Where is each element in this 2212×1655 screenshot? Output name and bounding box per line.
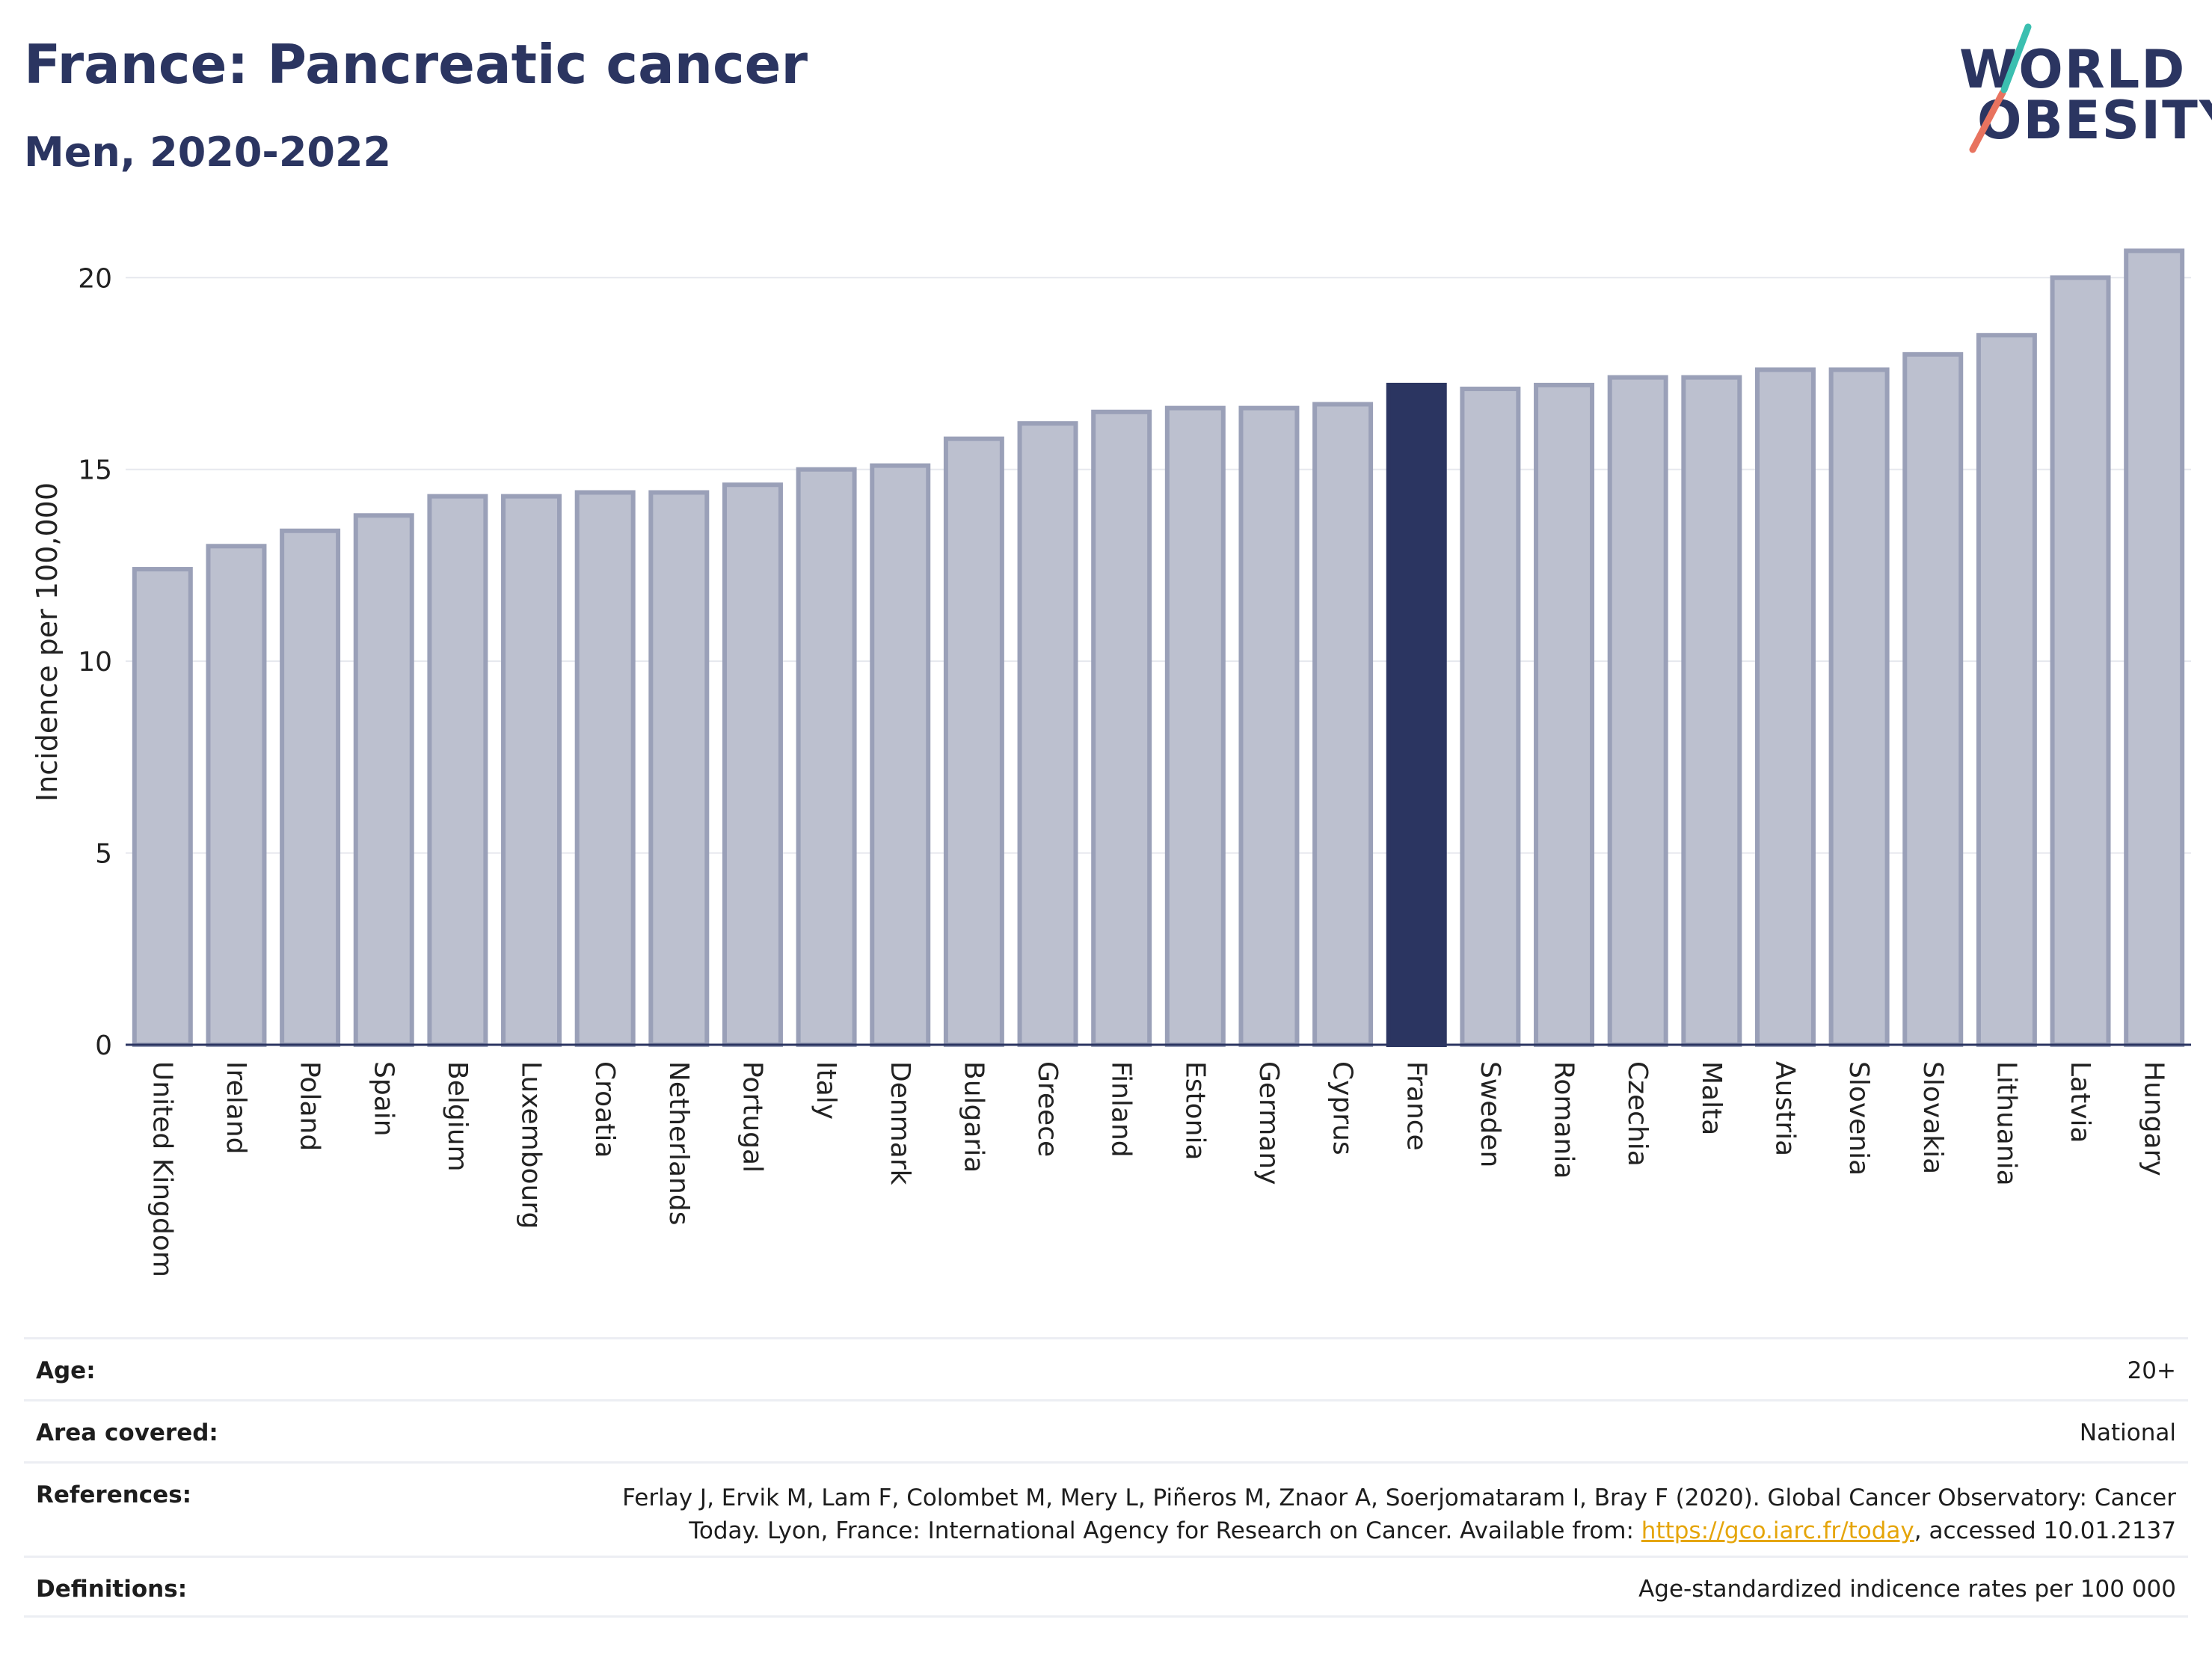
bar-finland <box>1091 409 1152 1047</box>
world-obesity-logo: WORLD OBESITY <box>1944 21 2212 163</box>
x-tick-label-luxembourg: Luxembourg <box>516 1061 547 1229</box>
bar-lithuania <box>1976 333 2037 1047</box>
bar-hungary <box>2124 248 2185 1047</box>
chart-title: France: Pancreatic cancer <box>24 33 808 96</box>
references-link[interactable]: https://gco.iarc.fr/today <box>1641 1517 1914 1544</box>
references-row: References: Ferlay J, Ervik M, Lam F, Co… <box>24 1461 2188 1556</box>
bar-slovenia <box>1828 367 1890 1048</box>
bar-bulgaria <box>943 436 1004 1047</box>
bar-netherlands <box>648 490 710 1047</box>
age-row: Age: 20+ <box>24 1337 2188 1399</box>
x-tick-label-croatia: Croatia <box>589 1061 620 1158</box>
area-row: Area covered: National <box>24 1399 2188 1461</box>
bar-greece <box>1017 421 1078 1047</box>
y-tick-label-20: 20 <box>78 263 112 294</box>
bar-luxembourg <box>501 494 562 1048</box>
x-tick-label-greece: Greece <box>1032 1061 1063 1157</box>
x-tick-label-ireland: Ireland <box>221 1061 251 1155</box>
x-tick-label-romania: Romania <box>1549 1061 1579 1179</box>
x-tick-label-italy: Italy <box>811 1061 841 1120</box>
bar-czechia <box>1607 375 1668 1047</box>
bar-ireland <box>206 544 267 1047</box>
area-value: National <box>2079 1419 2176 1446</box>
bar-latvia <box>2050 275 2111 1047</box>
x-tick-label-hungary: Hungary <box>2139 1061 2169 1176</box>
references-line-2-end: , accessed 10.01.2137 <box>1914 1517 2176 1544</box>
tick-labels: 0 5 10 15 20 Incidence per 100,000 United King… <box>31 263 2169 1277</box>
logo-line-2: OBESITY <box>1977 90 2212 151</box>
logo-line-1: WORLD <box>1959 39 2187 100</box>
definitions-row: Definitions: Age-standardized indicence … <box>24 1556 2188 1618</box>
age-value: 20+ <box>2127 1357 2176 1384</box>
y-axis-title: Incidence per 100,000 <box>31 482 64 802</box>
chart-metadata-table: Age: 20+ Area covered: National Referenc… <box>24 1337 2188 1618</box>
y-tick-label-15: 15 <box>78 455 112 486</box>
x-tick-label-latvia: Latvia <box>2065 1061 2095 1143</box>
logo-slash-icon <box>1969 23 2032 153</box>
bar-slovakia <box>1902 351 1964 1048</box>
x-tick-label-bulgaria: Bulgaria <box>958 1061 989 1173</box>
x-tick-label-czechia: Czechia <box>1622 1061 1653 1167</box>
x-tick-label-austria: Austria <box>1769 1061 1800 1156</box>
x-tick-label-portugal: Portugal <box>737 1061 767 1173</box>
bar-poland <box>280 528 341 1047</box>
chart-subtitle: Men, 2020-2022 <box>24 129 392 176</box>
bars <box>132 248 2185 1048</box>
x-tick-label-malta: Malta <box>1696 1061 1727 1135</box>
bar-france <box>1386 382 1447 1047</box>
references-label: References: <box>36 1481 192 1508</box>
bar-chart: 0 5 10 15 20 Incidence per 100,000 United King… <box>31 248 2191 1277</box>
bar-malta <box>1681 375 1742 1047</box>
definitions-label: Definitions: <box>36 1576 188 1603</box>
bar-spain <box>353 513 414 1047</box>
bar-belgium <box>427 494 488 1048</box>
definitions-value: Age-standardized indicence rates per 100… <box>1638 1576 2176 1603</box>
y-tick-label-5: 5 <box>95 839 112 870</box>
x-tick-label-poland: Poland <box>295 1061 325 1151</box>
y-tick-label-0: 0 <box>95 1031 112 1061</box>
x-tick-label-united-kingdom: United Kingdom <box>147 1061 177 1277</box>
x-tick-label-estonia: Estonia <box>1179 1061 1210 1161</box>
bar-portugal <box>722 482 783 1047</box>
references-line-2: Today. Lyon, France: International Agenc… <box>622 1514 2176 1547</box>
x-tick-label-spain: Spain <box>368 1061 399 1137</box>
bar-cyprus <box>1312 402 1374 1047</box>
x-tick-label-lithuania: Lithuania <box>1991 1061 2021 1186</box>
bar-sweden <box>1460 387 1521 1047</box>
x-tick-label-finland: Finland <box>1106 1061 1137 1158</box>
x-tick-label-slovenia: Slovenia <box>1843 1061 1874 1176</box>
bar-germany <box>1238 405 1300 1047</box>
x-tick-label-cyprus: Cyprus <box>1327 1061 1358 1155</box>
bar-romania <box>1534 382 1595 1047</box>
x-tick-label-denmark: Denmark <box>885 1061 915 1185</box>
x-tick-label-france: France <box>1401 1061 1431 1151</box>
age-label: Age: <box>36 1357 96 1384</box>
bar-croatia <box>574 490 636 1047</box>
bar-austria <box>1754 367 1816 1048</box>
references-line-1: Ferlay J, Ervik M, Lam F, Colombet M, Me… <box>622 1484 2176 1511</box>
bar-estonia <box>1164 405 1226 1047</box>
bar-italy <box>796 467 857 1047</box>
references-value: Ferlay J, Ervik M, Lam F, Colombet M, Me… <box>622 1481 2176 1547</box>
bar-denmark <box>870 463 931 1048</box>
bar-united-kingdom <box>132 567 193 1047</box>
x-tick-label-sweden: Sweden <box>1475 1061 1505 1167</box>
x-tick-label-belgium: Belgium <box>442 1061 473 1172</box>
x-tick-label-netherlands: Netherlands <box>663 1061 694 1225</box>
x-tick-label-slovakia: Slovakia <box>1917 1061 1948 1174</box>
area-label: Area covered: <box>36 1419 218 1446</box>
y-tick-label-10: 10 <box>78 647 112 678</box>
references-line-2-start: Today. Lyon, France: International Agenc… <box>689 1517 1641 1544</box>
x-tick-label-germany: Germany <box>1253 1061 1284 1185</box>
